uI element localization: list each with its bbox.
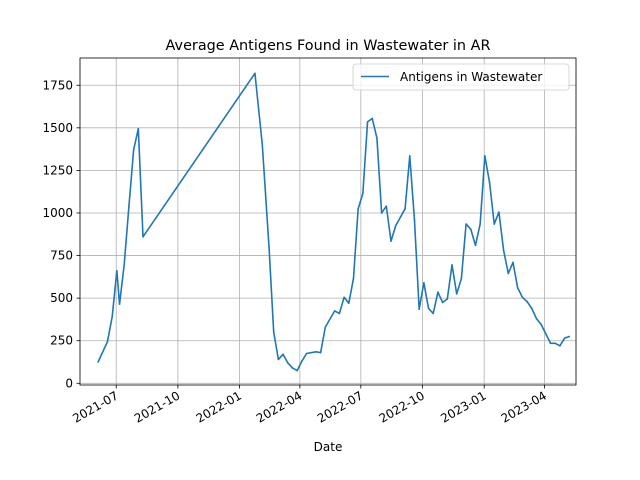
data-point [437, 291, 439, 293]
data-point [97, 361, 99, 363]
data-point [540, 323, 542, 326]
data-point [559, 345, 561, 347]
data-point [423, 282, 425, 284]
legend-label: Antigens in Wastewater [400, 70, 542, 84]
legend: Antigens in Wastewater [352, 63, 570, 91]
data-point [380, 212, 383, 214]
data-point [399, 216, 402, 219]
data-point [535, 317, 538, 320]
y-tick-label: 750 [50, 249, 73, 263]
data-point [128, 205, 130, 207]
data-point [111, 316, 113, 318]
data-point [254, 72, 256, 75]
y-tick-label: 0 [65, 376, 73, 390]
data-point [277, 358, 280, 361]
data-point [394, 224, 397, 227]
data-point [319, 351, 322, 354]
data-point [385, 205, 388, 207]
y-tick-label: 500 [50, 291, 73, 305]
data-point [512, 261, 514, 264]
data-point [282, 353, 284, 356]
data-point [261, 144, 264, 146]
data-point [408, 155, 411, 157]
data-point [352, 277, 355, 280]
data-point [526, 300, 528, 303]
y-tick-label: 1750 [42, 78, 73, 92]
data-point [333, 310, 336, 312]
data-point [315, 350, 317, 353]
plot-frame [79, 57, 577, 386]
data-point [324, 326, 327, 328]
data-point [142, 236, 144, 238]
data-point [568, 335, 571, 338]
data-point [272, 331, 275, 334]
data-point [118, 303, 121, 305]
data-point [404, 207, 406, 210]
data-point [507, 272, 510, 275]
data-point [446, 298, 449, 300]
data-point [441, 301, 444, 304]
data-point [465, 223, 467, 225]
y-tick-label: 1500 [42, 121, 73, 135]
data-point [530, 307, 533, 310]
data-point [371, 117, 374, 120]
data-point [343, 296, 345, 299]
data-point [137, 127, 140, 130]
data-point [362, 192, 364, 195]
data-point [455, 293, 458, 295]
data-point [469, 228, 472, 230]
series-layer [97, 72, 571, 372]
data-point [418, 308, 420, 311]
data-point [563, 337, 566, 339]
data-point [493, 223, 496, 225]
data-point [296, 369, 298, 372]
data-point [123, 263, 126, 265]
data-point [460, 277, 463, 280]
data-point [479, 223, 481, 225]
data-point [413, 219, 416, 221]
data-point [268, 246, 270, 248]
data-point [451, 264, 453, 266]
data-point [427, 307, 430, 310]
data-point [554, 342, 557, 345]
data-point [116, 270, 118, 272]
data-point [484, 155, 486, 157]
data-point [376, 137, 378, 139]
chart-title: Average Antigens Found in Wastewater in … [166, 38, 491, 54]
data-point [549, 342, 552, 345]
data-point [305, 352, 308, 355]
data-point [502, 249, 505, 252]
data-point [516, 287, 519, 289]
grid-layer [80, 58, 576, 385]
data-point [521, 296, 524, 299]
x-axis-label: Date [314, 440, 343, 454]
data-point [545, 333, 547, 335]
y-tick-label: 1000 [42, 206, 73, 220]
y-tick-label: 1250 [42, 163, 73, 177]
data-point [291, 367, 294, 369]
data-point [106, 340, 109, 343]
data-point [347, 302, 350, 305]
data-point [432, 312, 435, 315]
data-point [474, 244, 477, 247]
data-point [366, 121, 369, 123]
legend-box [352, 63, 570, 91]
data-point [338, 312, 341, 315]
data-point [357, 207, 359, 210]
data-point [286, 362, 289, 364]
data-point [488, 181, 491, 184]
data-point [132, 149, 135, 151]
data-point [301, 360, 303, 362]
data-point [498, 211, 500, 213]
y-tick-label: 250 [50, 334, 73, 348]
data-point [390, 240, 392, 242]
